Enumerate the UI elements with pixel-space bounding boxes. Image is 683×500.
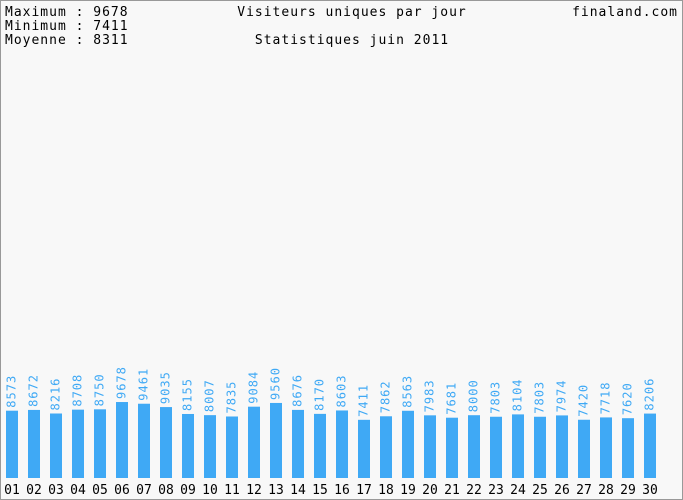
x-tick-label: 29 (620, 483, 636, 498)
value-label: 7620 (621, 382, 635, 415)
value-label: 8603 (335, 375, 349, 408)
bar (424, 415, 436, 478)
value-label: 8563 (401, 375, 415, 408)
x-tick-label: 02 (26, 483, 42, 498)
stat-min: Minimum : 7411 (5, 19, 129, 34)
x-tick-label: 23 (488, 483, 504, 498)
chart-subtitle: Statistiques juin 2011 (255, 33, 449, 48)
value-label: 9678 (115, 366, 129, 399)
x-tick-label: 21 (444, 483, 460, 498)
x-tick-label: 14 (290, 483, 306, 498)
bar (490, 416, 502, 478)
bar (226, 416, 238, 478)
x-tick-label: 19 (400, 483, 416, 498)
x-tick-label: 04 (70, 483, 86, 498)
x-tick-label: 30 (642, 483, 658, 498)
value-label: 8672 (27, 374, 41, 407)
value-label: 7983 (423, 379, 437, 412)
x-tick-label: 08 (158, 483, 174, 498)
value-label: 8676 (291, 374, 305, 407)
x-tick-label: 16 (334, 483, 350, 498)
bar (336, 410, 348, 478)
site-name: finaland.com (572, 5, 678, 20)
x-tick-label: 26 (554, 483, 570, 498)
value-label: 7835 (225, 381, 239, 414)
bar (358, 419, 370, 478)
x-tick-label: 11 (224, 483, 240, 498)
value-label: 8573 (5, 375, 19, 408)
bar (204, 415, 216, 478)
bar (138, 403, 150, 478)
x-tick-label: 20 (422, 483, 438, 498)
bar (578, 419, 590, 478)
x-tick-label: 18 (378, 483, 394, 498)
value-label: 7803 (489, 381, 503, 414)
x-tick-label: 12 (246, 483, 262, 498)
bar (512, 414, 524, 478)
value-label: 9461 (137, 368, 151, 401)
x-tick-label: 17 (356, 483, 372, 498)
x-tick-label: 27 (576, 483, 592, 498)
bar (644, 413, 656, 478)
value-label: 8206 (643, 378, 657, 411)
value-label: 8170 (313, 378, 327, 411)
stat-max: Maximum : 9678 (5, 5, 129, 20)
value-label: 9560 (269, 367, 283, 400)
x-tick-label: 13 (268, 483, 284, 498)
bar (380, 416, 392, 478)
bar (468, 415, 480, 478)
bar (556, 415, 568, 478)
value-label: 8216 (49, 378, 63, 411)
value-label: 7681 (445, 382, 459, 415)
value-label: 7803 (533, 381, 547, 414)
bar (292, 409, 304, 478)
x-tick-label: 28 (598, 483, 614, 498)
x-tick-label: 22 (466, 483, 482, 498)
value-label: 8007 (203, 379, 217, 412)
bar (50, 413, 62, 478)
value-label: 8104 (511, 378, 525, 411)
chart-title: Visiteurs uniques par jour (237, 5, 467, 20)
x-tick-label: 01 (4, 483, 20, 498)
bar (314, 413, 326, 478)
value-label: 9084 (247, 371, 261, 404)
bar (446, 417, 458, 478)
value-label: 7718 (599, 382, 613, 415)
x-tick-label: 24 (510, 483, 526, 498)
x-tick-label: 03 (48, 483, 64, 498)
value-label: 8750 (93, 373, 107, 406)
x-tick-label: 10 (202, 483, 218, 498)
value-label: 9035 (159, 371, 173, 404)
x-tick-label: 09 (180, 483, 196, 498)
bar (94, 409, 106, 478)
bar (270, 402, 282, 478)
value-label: 8708 (71, 374, 85, 407)
value-label: 8000 (467, 379, 481, 412)
bar (600, 417, 612, 478)
bar (28, 409, 40, 478)
value-label: 7974 (555, 379, 569, 412)
value-label: 7862 (379, 380, 393, 413)
bar (72, 409, 84, 478)
x-tick-label: 25 (532, 483, 548, 498)
x-tick-label: 06 (114, 483, 130, 498)
bar (248, 406, 260, 478)
bar (116, 402, 128, 478)
stat-avg: Moyenne : 8311 (5, 33, 129, 48)
bar (534, 416, 546, 478)
x-tick-label: 05 (92, 483, 108, 498)
bar (160, 407, 172, 478)
x-tick-label: 07 (136, 483, 152, 498)
value-label: 7420 (577, 384, 591, 417)
bar (182, 413, 194, 478)
bar (622, 418, 634, 478)
x-tick-label: 15 (312, 483, 328, 498)
bar (402, 410, 414, 478)
bar (6, 410, 18, 478)
value-label: 8155 (181, 378, 195, 411)
value-label: 7411 (357, 384, 371, 417)
